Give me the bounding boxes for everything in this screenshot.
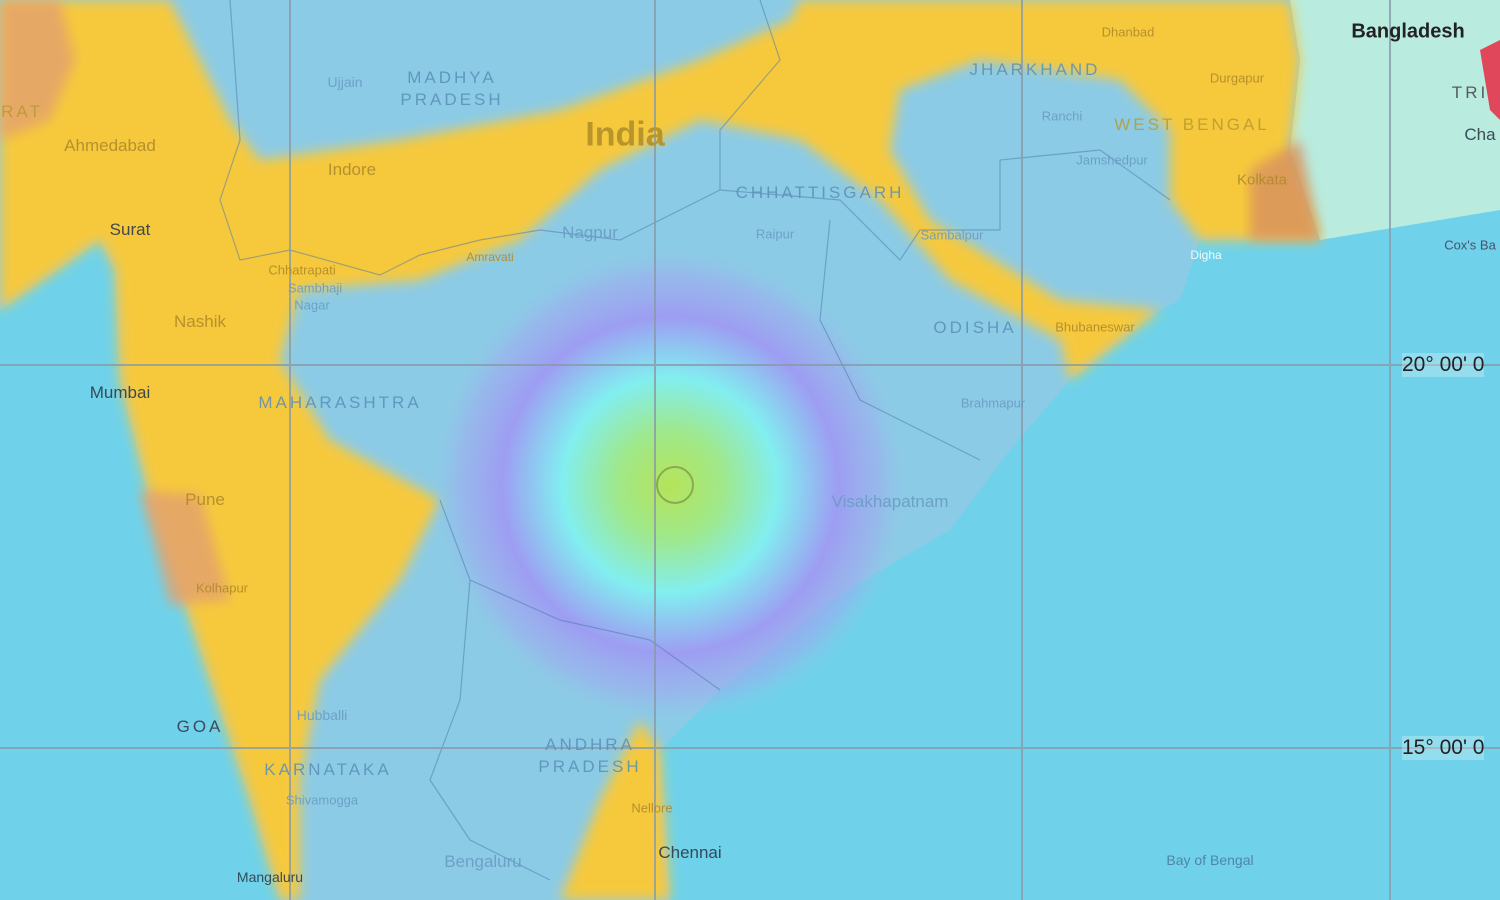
state-label-karnataka: KARNATAKA <box>264 760 392 779</box>
city-label-dhanbad: Dhanbad <box>1101 24 1155 40</box>
orange-zone-pune <box>140 490 230 605</box>
city-label-jamshedpur: Jamshedpur <box>1076 152 1148 168</box>
state-label-gujarat: RAT <box>1 102 43 121</box>
city-label-nashik: Nashik <box>174 312 226 331</box>
city-label-ranchi: Ranchi <box>1041 108 1083 124</box>
city-label-kolhapur: Kolhapur <box>195 580 249 596</box>
tripura-region <box>1480 40 1500 120</box>
city-label-chattogram: Cha <box>1464 125 1496 144</box>
city-label-hubballi: Hubballi <box>296 707 348 723</box>
city-label-shivamogga: Shivamogga <box>285 792 359 808</box>
city-label-amravati: Amravati <box>466 250 514 264</box>
state-label-andhra-pradesh: ANDHRA <box>545 735 635 754</box>
state-label-goa: GOA <box>176 717 224 736</box>
city-label-mangaluru: Mangaluru <box>236 869 304 885</box>
state-label-chhattisgarh: CHHATTISGARH <box>735 183 905 202</box>
city-label-digha: Digha <box>1190 248 1222 262</box>
city-label-nellore: Nellore <box>631 800 673 816</box>
latitude-label-15: 15° 00' 0 <box>1402 736 1485 760</box>
epicenter-marker[interactable] <box>656 466 694 504</box>
state-label-odisha: ODISHA <box>933 318 1017 337</box>
latitude-label-20: 20° 00' 0 <box>1402 353 1485 377</box>
country-label-india: India <box>585 115 665 154</box>
city-label-sambalpur: Sambalpur <box>920 227 984 243</box>
city-label-pune: Pune <box>185 490 225 509</box>
shaking-intensity-gradient <box>430 245 910 725</box>
city-label-nagpur: Nagpur <box>562 223 618 242</box>
city-label-durgapur: Durgapur <box>1209 70 1265 86</box>
orange-zone-gujarat <box>0 0 75 140</box>
city-label-chhatrapati: Chhatrapati <box>268 262 336 278</box>
state-label-madhya-pradesh-2: PRADESH <box>400 90 504 109</box>
state-label-madhya-pradesh: MADHYA <box>407 68 497 87</box>
yellow-zones <box>0 0 1320 900</box>
city-label-mumbai: Mumbai <box>89 383 151 402</box>
city-label-ahmedabad: Ahmedabad <box>64 136 156 155</box>
city-label-chennai: Chennai <box>658 843 722 862</box>
state-label-west-bengal: WEST BENGAL <box>1114 115 1270 134</box>
state-label-andhra-pradesh-2: PRADESH <box>538 757 642 776</box>
orange-zone-kolkata <box>1250 140 1320 240</box>
city-label-bengaluru: Bengaluru <box>444 852 522 871</box>
city-label-surat: Surat <box>109 220 151 239</box>
sea-label-bay-of-bengal: Bay of Bengal <box>1166 852 1254 868</box>
state-label-maharashtra: MAHARASHTRA <box>258 393 422 412</box>
city-label-chhatrapati-3: Nagar <box>294 297 330 313</box>
city-label-chhatrapati-2: Sambhaji <box>287 280 343 296</box>
state-borders <box>219 0 1171 881</box>
city-label-coxs-bazar: Cox's Ba <box>1444 237 1496 253</box>
bangladesh-region <box>1250 0 1500 240</box>
city-label-ujjain: Ujjain <box>327 74 363 90</box>
city-label-indore: Indore <box>327 160 377 179</box>
city-label-bhubaneswar: Bhubaneswar <box>1055 319 1135 335</box>
city-label-kolkata: Kolkata <box>1236 171 1288 189</box>
city-label-visakhapatnam: Visakhapatnam <box>831 492 949 511</box>
state-label-jharkhand: JHARKHAND <box>969 60 1101 79</box>
city-label-brahmapur: Brahmapur <box>960 395 1026 411</box>
city-label-raipur: Raipur <box>755 226 795 242</box>
state-label-tripura: TRI <box>1451 83 1489 102</box>
country-label-bangladesh: Bangladesh <box>1351 20 1465 43</box>
